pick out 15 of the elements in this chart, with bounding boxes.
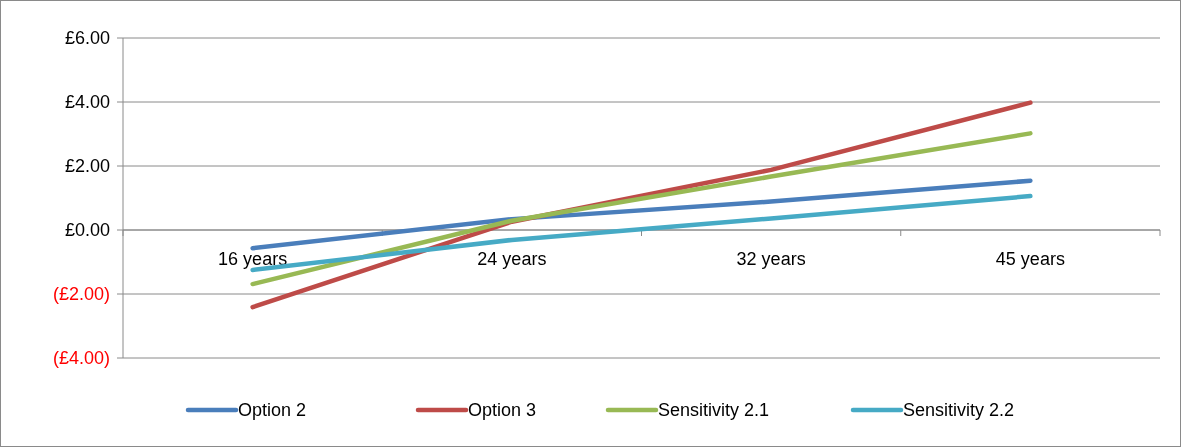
y-tick-label: £6.00 [64, 28, 110, 49]
x-tick-label: 32 years [736, 249, 806, 269]
x-tick-label: 45 years [995, 249, 1065, 269]
x-tick-label: 16 years [218, 249, 288, 269]
y-tick-label: £2.00 [64, 156, 110, 177]
y-tick-label: £4.00 [64, 92, 110, 113]
y-tick-label: (£4.00) [52, 348, 110, 369]
line-series [250, 178, 1033, 251]
y-tick-label: (£2.00) [52, 284, 110, 305]
legend-label: Sensitivity 2.2 [903, 400, 1015, 421]
y-tick-label: £0.00 [64, 220, 110, 241]
legend-label: Sensitivity 2.1 [658, 400, 770, 421]
legend-label: Option 3 [468, 400, 537, 421]
x-tick-label: 24 years [477, 249, 547, 269]
legend-label: Option 2 [238, 400, 307, 421]
